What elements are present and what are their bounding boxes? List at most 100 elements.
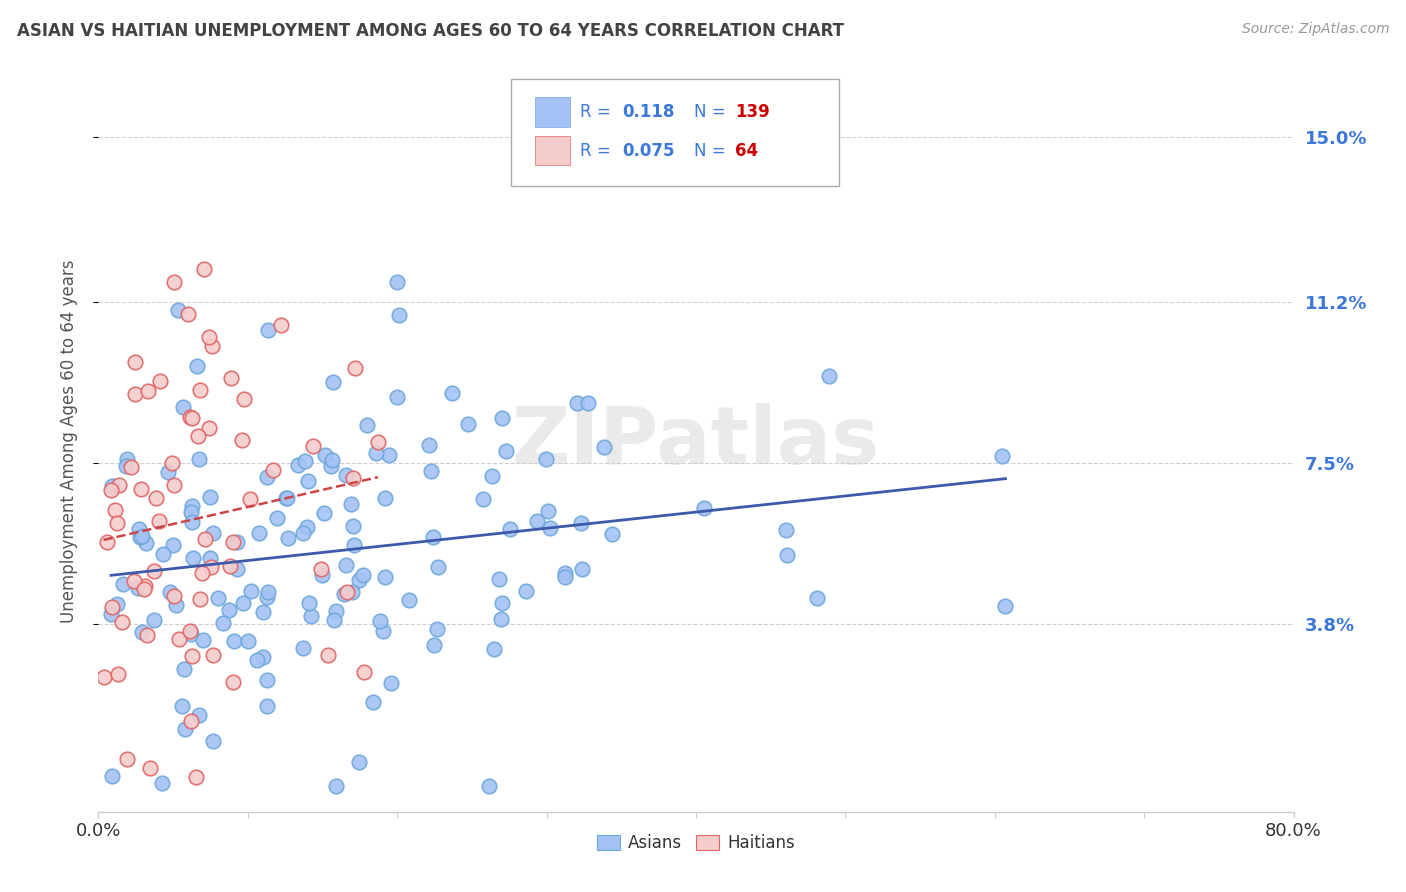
Point [128,530,150,544]
Point [129,482,152,496]
Point [122,574,145,589]
Point [149,374,172,388]
Point [177,307,200,321]
Point [481,468,503,483]
Point [111,615,134,629]
Point [321,452,343,467]
Point [115,752,138,766]
Point [218,603,240,617]
Point [364,445,387,459]
Legend: Asians, Haitians: Asians, Haitians [591,828,801,859]
Point [194,533,217,547]
Point [219,559,242,574]
Point [139,761,162,775]
Point [135,535,157,549]
Text: N =: N = [693,103,725,121]
Point [124,355,146,369]
Point [222,633,245,648]
Point [100,607,122,622]
Point [266,510,288,524]
Point [347,755,370,769]
Bar [534,97,571,127]
Point [107,667,129,681]
Point [174,722,197,736]
Point [352,568,374,582]
Point [167,302,190,317]
Point [367,435,389,450]
Point [135,628,157,642]
Point [537,503,560,517]
Point [441,386,464,401]
Point [187,428,209,442]
Y-axis label: Unemployment Among Ages 60 to 64 years: Unemployment Among Ages 60 to 64 years [59,260,77,624]
Point [420,465,443,479]
Point [246,653,269,667]
Point [600,526,623,541]
Point [128,523,150,537]
Point [314,448,336,462]
Point [127,581,149,595]
Point [343,360,366,375]
Point [111,577,134,591]
Point [179,624,201,638]
Point [211,615,233,630]
Point [252,605,274,619]
Point [387,390,409,404]
Point [134,579,156,593]
Point [160,456,183,470]
Point [361,695,384,709]
Point [343,538,366,552]
Point [207,591,229,605]
Point [162,590,184,604]
Point [225,562,247,576]
Point [170,698,193,713]
Point [197,329,219,343]
Point [188,452,211,467]
Point [349,573,371,587]
Point [148,514,170,528]
Point [165,598,187,612]
Point [93,670,115,684]
Point [104,503,127,517]
Point [180,714,202,729]
Point [592,440,614,454]
Point [299,609,322,624]
Point [571,561,593,575]
Point [423,639,446,653]
Text: ZIPatlas: ZIPatlas [512,402,880,481]
Point [332,587,354,601]
Point [427,560,450,574]
Point [240,583,263,598]
Point [385,275,408,289]
Point [301,439,323,453]
Point [201,339,224,353]
Point [198,421,221,435]
Point [565,395,588,409]
Point [371,624,394,639]
Point [477,779,499,793]
Point [107,597,129,611]
Point [163,275,186,289]
Point [335,558,357,572]
Point [335,467,357,482]
Point [247,526,270,541]
Point [172,400,194,414]
Point [316,648,339,663]
Point [276,491,298,505]
Text: 0.075: 0.075 [621,142,675,160]
Point [292,525,315,540]
Point [374,570,396,584]
Text: ASIAN VS HAITIAN UNEMPLOYMENT AMONG AGES 60 TO 64 YEARS CORRELATION CHART: ASIAN VS HAITIAN UNEMPLOYMENT AMONG AGES… [17,22,844,40]
Point [380,675,402,690]
Point [200,550,222,565]
Point [219,371,242,385]
Point [200,560,222,574]
Point [191,566,214,580]
Point [156,465,179,479]
Point [180,648,202,663]
Point [201,648,224,663]
Point [322,613,344,627]
Point [538,521,561,535]
Point [163,478,186,492]
Point [491,612,513,626]
